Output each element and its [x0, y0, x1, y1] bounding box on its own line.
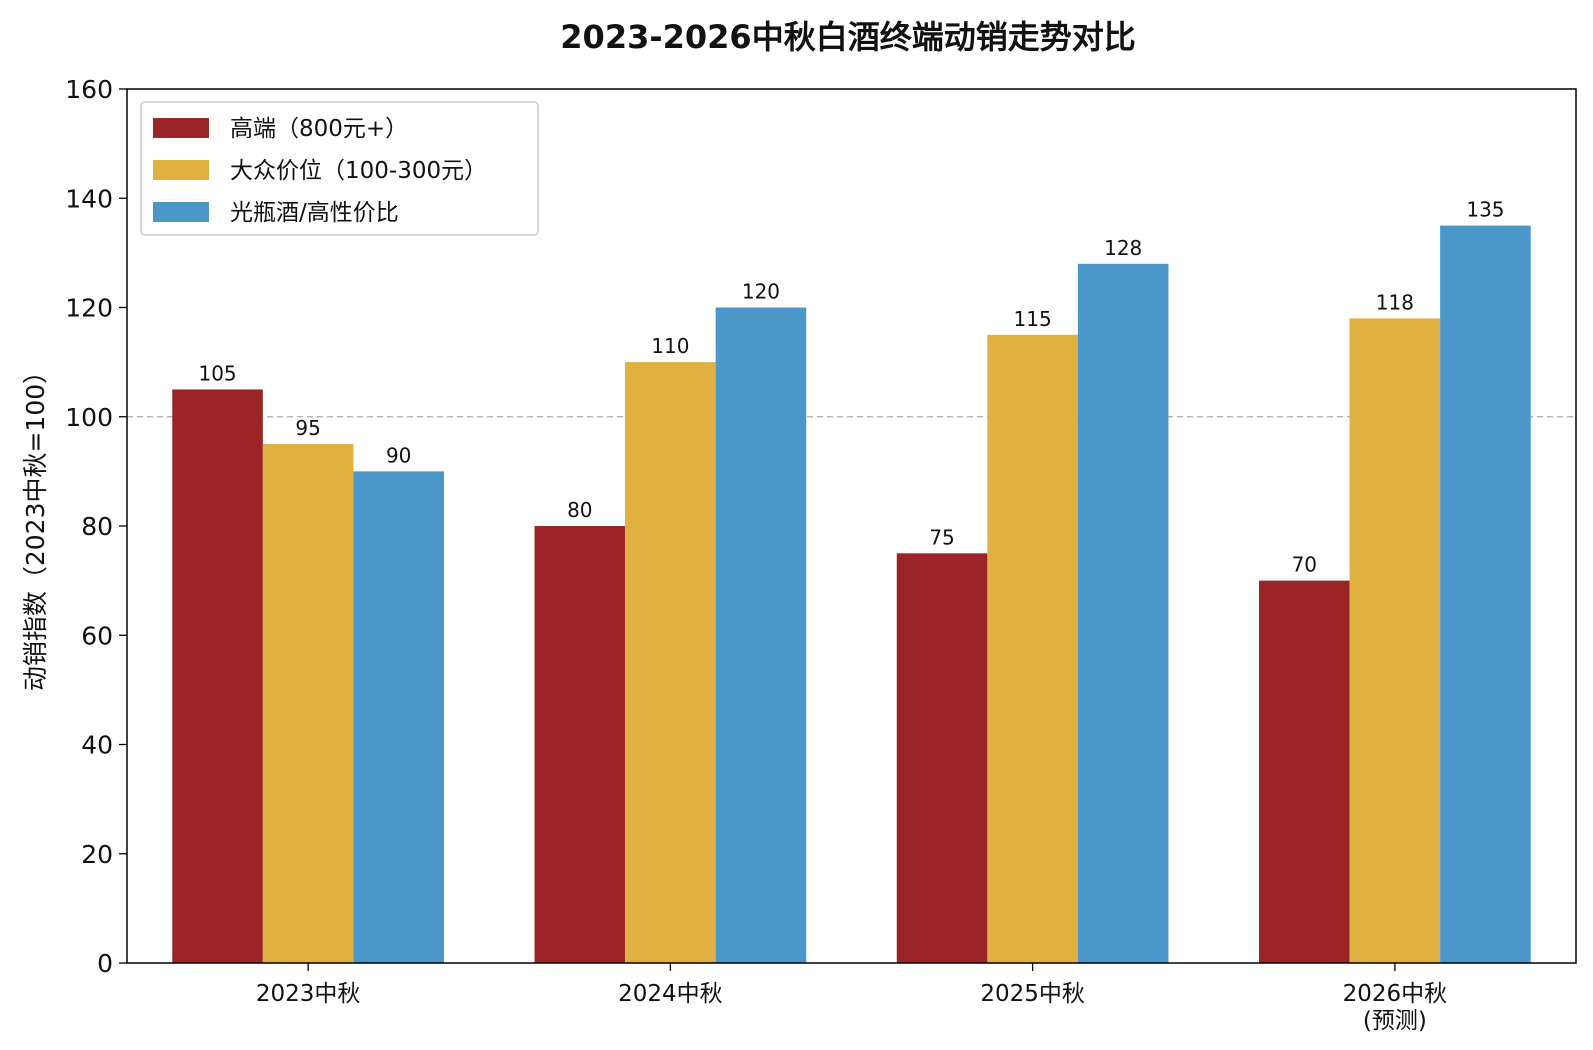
bar: [625, 362, 716, 963]
legend-box: [140, 101, 539, 236]
bar: [1077, 263, 1169, 963]
bar: [172, 389, 263, 963]
legend-swatch: [153, 160, 209, 180]
bar: [1440, 225, 1531, 963]
y-tick-label: 20: [81, 840, 113, 869]
bar: [1349, 318, 1441, 963]
y-tick-label: 140: [65, 184, 113, 213]
bar-value-label: 70: [1292, 553, 1317, 577]
x-tick-label: 2026中秋(预测): [1343, 981, 1448, 1034]
legend: 高端（800元+） 大众价位（100-300元） 光瓶酒/高性价比: [140, 101, 539, 236]
y-ticks-layer: 0 20 40 60 80 100 120 140 160: [65, 75, 127, 978]
bar-value-label: 90: [386, 443, 411, 467]
y-tick-label: 160: [65, 75, 113, 104]
bar: [534, 526, 626, 963]
legend-swatch: [153, 118, 209, 138]
bar-value-label: 120: [742, 280, 780, 304]
bar-value-label: 118: [1376, 290, 1414, 314]
y-axis-label: 动销指数（2023中秋=100）: [21, 359, 50, 691]
y-tick-label: 100: [65, 403, 113, 432]
legend-label: 大众价位（100-300元）: [230, 158, 487, 184]
x-ticks-layer: 2023中秋 2024中秋 2025中秋 2026中秋(预测): [256, 963, 1447, 1034]
y-tick-label: 60: [81, 621, 113, 650]
bar-value-label: 80: [567, 498, 592, 522]
bar-value-label: 75: [929, 525, 954, 549]
bar-value-label: 95: [295, 416, 320, 440]
bar: [715, 307, 807, 963]
bar-value-label: 128: [1104, 236, 1142, 260]
x-tick-label-line: 2026中秋: [1343, 981, 1448, 1007]
x-tick-label: 2023中秋: [256, 981, 361, 1007]
value-labels-layer: 105 95 90 80 110 120 75 115 128 70 118 135: [198, 198, 1504, 577]
x-tick-label-line: 2023中秋: [256, 981, 361, 1007]
chart-title: 2023-2026中秋白酒终端动销走势对比: [560, 18, 1135, 56]
y-tick-label: 80: [81, 512, 113, 541]
bar: [1259, 580, 1350, 963]
x-tick-label-line: 2025中秋: [980, 981, 1085, 1007]
x-tick-label-line: 2024中秋: [618, 981, 723, 1007]
bars-layer: [172, 225, 1531, 963]
y-tick-label: 120: [65, 294, 113, 323]
x-tick-label-line: (预测): [1363, 1008, 1427, 1034]
y-tick-label: 0: [97, 949, 113, 978]
bar-value-label: 115: [1014, 307, 1052, 331]
bar: [262, 444, 354, 963]
y-tick-label: 40: [81, 731, 113, 760]
bar: [987, 334, 1078, 963]
legend-swatch: [153, 202, 209, 222]
bar-value-label: 135: [1466, 198, 1504, 222]
bar: [353, 471, 444, 963]
bar-value-label: 110: [651, 334, 689, 358]
bar-value-label: 105: [198, 361, 236, 385]
legend-label: 光瓶酒/高性价比: [230, 200, 399, 226]
x-tick-label: 2025中秋: [980, 981, 1085, 1007]
x-tick-label: 2024中秋: [618, 981, 723, 1007]
legend-label: 高端（800元+）: [230, 116, 408, 142]
bar: [896, 553, 988, 963]
